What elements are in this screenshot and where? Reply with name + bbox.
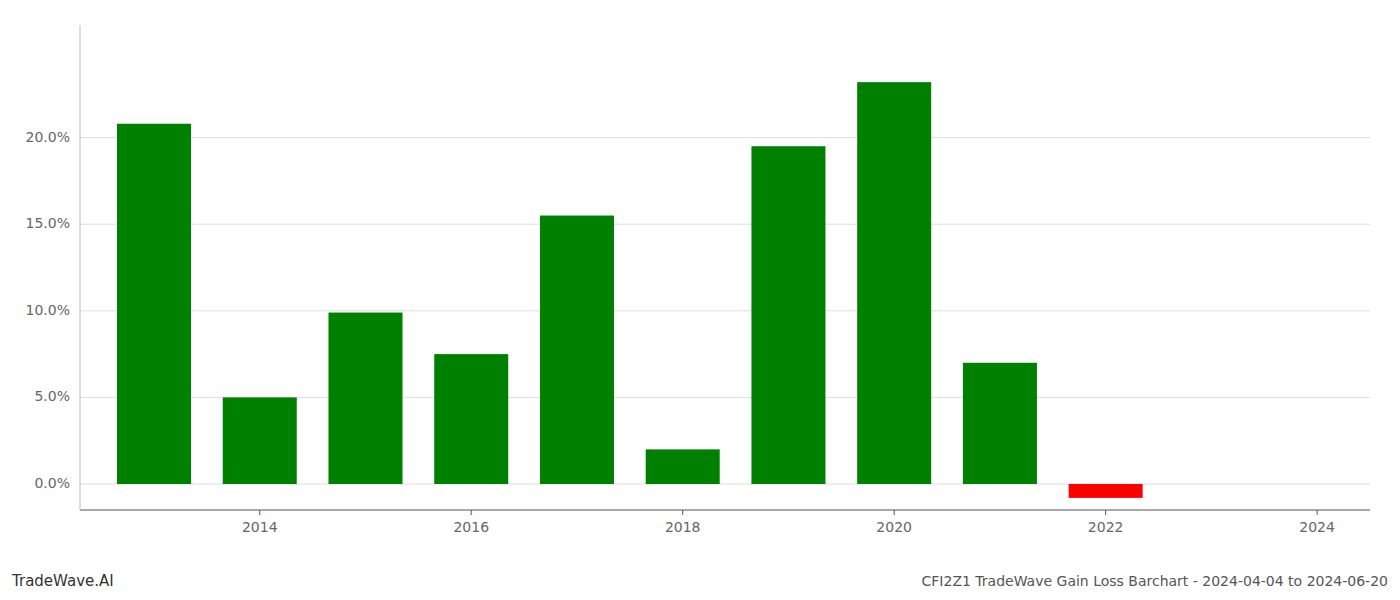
bar xyxy=(540,216,614,484)
x-axis-line xyxy=(80,509,1370,510)
y-tick-label: 0.0% xyxy=(34,475,70,491)
x-tick xyxy=(1317,510,1318,515)
x-tick-label: 2016 xyxy=(453,519,489,535)
bar xyxy=(963,363,1037,484)
y-tick-label: 5.0% xyxy=(34,388,70,404)
x-tick xyxy=(1105,510,1106,515)
background xyxy=(0,0,1400,600)
x-tick-label: 2020 xyxy=(876,519,912,535)
x-tick-label: 2024 xyxy=(1299,519,1335,535)
bar xyxy=(223,397,297,484)
x-tick xyxy=(682,510,683,515)
bar xyxy=(1174,484,1248,485)
x-tick xyxy=(894,510,895,515)
x-tick-label: 2018 xyxy=(665,519,701,535)
title: CFI2Z1 TradeWave Gain Loss Barchart - 20… xyxy=(922,573,1388,589)
bar xyxy=(328,313,402,484)
bar xyxy=(117,124,191,484)
bar xyxy=(857,82,931,484)
grid-line xyxy=(80,310,1370,311)
y-tick-label: 10.0% xyxy=(26,302,70,318)
bar xyxy=(646,449,720,484)
x-tick xyxy=(259,510,260,515)
chart: 0.0% 5.0% 10.0% 15.0% 20.0% 2014 2016 2018 2020 2… xyxy=(0,0,1400,600)
x-tick-label: 2022 xyxy=(1088,519,1124,535)
watermark: TradeWave.AI xyxy=(11,572,114,590)
x-tick-label: 2014 xyxy=(242,519,278,535)
grid-line xyxy=(80,137,1370,138)
bars xyxy=(117,82,1143,498)
y-axis-line xyxy=(80,25,81,510)
bar xyxy=(1069,484,1143,498)
x-tick xyxy=(471,510,472,515)
bar xyxy=(434,354,508,484)
y-tick-label: 15.0% xyxy=(26,215,70,231)
y-tick-label: 20.0% xyxy=(26,129,70,145)
grid xyxy=(80,138,1370,484)
grid-line xyxy=(80,224,1370,225)
bar xyxy=(751,146,825,484)
